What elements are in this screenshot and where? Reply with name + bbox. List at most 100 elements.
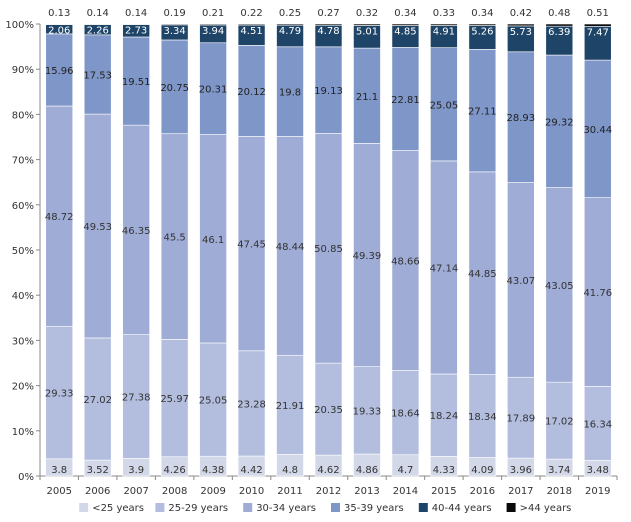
x-tick-label: 2019	[585, 486, 610, 497]
segment-data-label: 4.42	[240, 465, 262, 476]
bar-segment	[583, 26, 612, 61]
segment-data-label: 4.38	[202, 465, 224, 476]
bar-segment	[507, 376, 535, 459]
legend-swatch	[331, 503, 340, 512]
bar-segment	[122, 36, 150, 126]
segment-data-label: 4.78	[317, 26, 339, 37]
segment-data-label: 46.1	[202, 235, 224, 246]
segment-data-label: 18.64	[391, 409, 420, 420]
y-axis: 0% 10% 20% 30% 40% 50% 60% 70% 80% 90% 100%	[5, 20, 41, 483]
bar-segment	[353, 23, 381, 26]
segment-data-label: 3.96	[510, 465, 532, 476]
top-data-label: 0.51	[587, 8, 609, 19]
bar-segment	[545, 54, 574, 188]
x-axis: 2005 2006 2007 2008 2009 2010 2011 2012 2013 2014…	[39, 475, 618, 497]
bar-segment	[430, 47, 458, 162]
segment-data-label: 27.38	[122, 393, 151, 404]
y-tick-label: 60%	[12, 201, 34, 212]
bar-segment	[237, 45, 266, 137]
bar-segment	[122, 23, 150, 25]
segment-data-label: 17.89	[507, 414, 536, 425]
segment-data-label: 3.8	[51, 465, 67, 476]
legend-swatch	[155, 503, 165, 512]
bar-segment	[45, 23, 74, 25]
segment-data-label: 21.91	[276, 401, 305, 412]
bar-segment	[507, 51, 535, 183]
legend-label: 35-39 years	[344, 503, 404, 514]
segment-data-label: 3.48	[587, 465, 609, 476]
bar-segment	[199, 342, 227, 457]
top-data-label: 0.33	[433, 8, 455, 19]
bar-segment	[276, 46, 304, 137]
x-tick-label: 2007	[123, 486, 148, 497]
segment-data-label: 3.9	[128, 465, 144, 476]
top-data-label: 0.34	[471, 8, 493, 19]
segment-data-label: 3.94	[202, 26, 224, 37]
segment-data-label: 27.11	[468, 107, 497, 118]
segment-data-label: 15.96	[45, 66, 74, 77]
bar-segment	[237, 23, 266, 26]
data-labels: 3.8 29.33 48.72 15.96 2.06 3.52 27.02 49.53 17.5…	[45, 26, 612, 476]
bar-segment	[122, 124, 150, 335]
bar-segment	[276, 354, 304, 455]
bar-segment	[45, 105, 74, 327]
bar-segment	[160, 39, 189, 135]
segment-data-label: 4.26	[164, 465, 186, 476]
legend-label: <25 years	[92, 503, 144, 514]
segment-data-label: 47.14	[430, 263, 459, 274]
legend: <25 years 25-29 years 30-34 years 35-39 yea…	[79, 503, 571, 514]
bar-segment	[276, 23, 304, 26]
segment-data-label: 18.24	[430, 411, 459, 422]
x-tick-label: 2014	[393, 486, 418, 497]
x-tick-label: 2006	[85, 486, 110, 497]
top-data-label: 0.25	[279, 8, 301, 19]
top-data-label: 0.27	[317, 8, 339, 19]
y-tick-label: 100%	[5, 20, 34, 31]
top-data-label: 0.21	[202, 8, 224, 19]
y-tick-label: 70%	[12, 156, 34, 167]
legend-label: >44 years	[520, 503, 572, 514]
bar-segment	[391, 150, 420, 371]
segment-data-label: 25.97	[160, 394, 189, 405]
bar-segment	[199, 134, 227, 344]
bar-segment	[391, 23, 420, 26]
top-data-label: 0.14	[87, 8, 109, 19]
y-tick-label: 30%	[12, 336, 34, 347]
segment-data-label: 20.12	[237, 87, 266, 98]
segment-data-label: 20.35	[314, 405, 343, 416]
bar-segment	[83, 113, 112, 339]
y-tick-label: 80%	[12, 110, 34, 121]
x-tick-label: 2009	[200, 486, 225, 497]
segment-data-label: 43.07	[507, 276, 536, 287]
x-tick-label: 2018	[547, 486, 572, 497]
segment-data-label: 17.53	[83, 70, 112, 81]
bar-segment	[160, 339, 189, 458]
y-tick-label: 50%	[12, 246, 34, 257]
bar-segment	[507, 23, 535, 27]
segment-data-label: 4.33	[433, 465, 455, 476]
bar-segment	[507, 182, 535, 378]
bar-segment	[468, 49, 497, 173]
bar-segment	[430, 23, 458, 26]
x-tick-label: 2008	[162, 486, 187, 497]
top-data-label: 0.48	[548, 8, 570, 19]
segment-data-label: 2.06	[48, 26, 70, 37]
x-tick-label: 2012	[316, 486, 341, 497]
bar-segment	[237, 350, 266, 457]
legend-swatch	[79, 503, 89, 512]
segment-data-label: 18.34	[468, 412, 497, 423]
segment-data-label: 25.05	[199, 396, 228, 407]
segment-data-label: 5.73	[510, 27, 532, 38]
bar-segment	[391, 370, 420, 456]
segment-data-label: 49.53	[83, 222, 112, 233]
bar-segment	[353, 366, 381, 455]
segment-data-label: 20.31	[199, 85, 228, 96]
bar-segment	[199, 23, 227, 26]
top-data-label: 0.19	[164, 8, 186, 19]
y-tick-label: 10%	[12, 427, 34, 438]
bar-segment	[45, 325, 74, 460]
segment-data-label: 20.75	[160, 83, 189, 94]
bar-segment	[353, 47, 381, 144]
segment-data-label: 6.39	[548, 27, 570, 38]
bar-segment	[545, 381, 574, 460]
